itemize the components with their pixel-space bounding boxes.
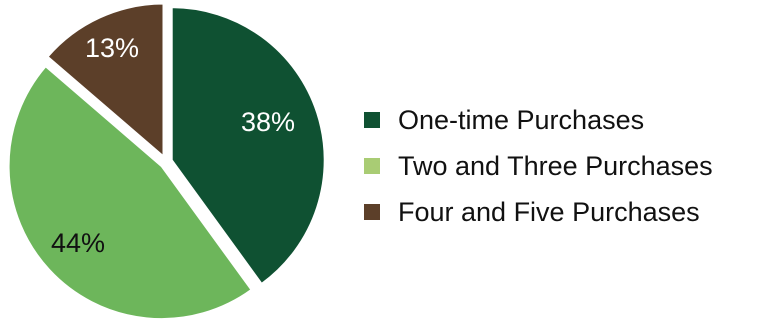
legend-label-1: One-time Purchases	[398, 105, 644, 135]
chart-legend: One-time Purchases Two and Three Purchase…	[364, 105, 713, 227]
legend-swatch-2	[364, 158, 380, 174]
pie-slice-label-2: 44%	[51, 228, 105, 258]
pie-slice-1	[170, 6, 326, 286]
pie-slice-2	[7, 64, 253, 320]
legend-swatch-1	[364, 112, 380, 128]
pie-slice-label-3: 13%	[85, 33, 139, 63]
legend-label-2: Two and Three Purchases	[398, 151, 713, 181]
pie-slice-3	[46, 2, 165, 159]
legend-label-3: Four and Five Purchases	[398, 197, 700, 227]
legend-swatch-3	[364, 204, 380, 220]
pie-slices	[7, 2, 326, 320]
pie-slice-labels: 38% 44% 13%	[51, 33, 295, 258]
pie-slice-label-1: 38%	[241, 107, 295, 137]
